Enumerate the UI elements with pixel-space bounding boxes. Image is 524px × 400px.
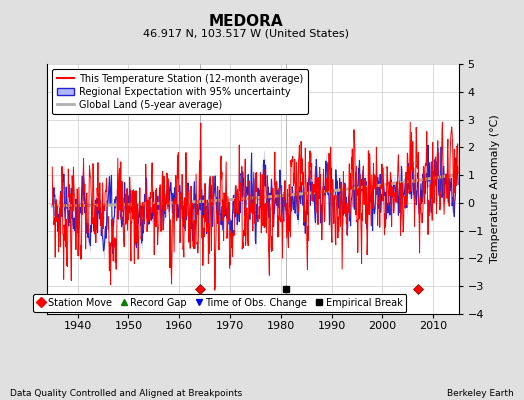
Legend: Station Move, Record Gap, Time of Obs. Change, Empirical Break: Station Move, Record Gap, Time of Obs. C… — [34, 294, 407, 312]
Text: Data Quality Controlled and Aligned at Breakpoints: Data Quality Controlled and Aligned at B… — [10, 389, 243, 398]
Text: MEDORA: MEDORA — [209, 14, 283, 29]
Y-axis label: Temperature Anomaly (°C): Temperature Anomaly (°C) — [489, 115, 499, 263]
Text: 46.917 N, 103.517 W (United States): 46.917 N, 103.517 W (United States) — [143, 28, 350, 38]
Text: Berkeley Earth: Berkeley Earth — [447, 389, 514, 398]
